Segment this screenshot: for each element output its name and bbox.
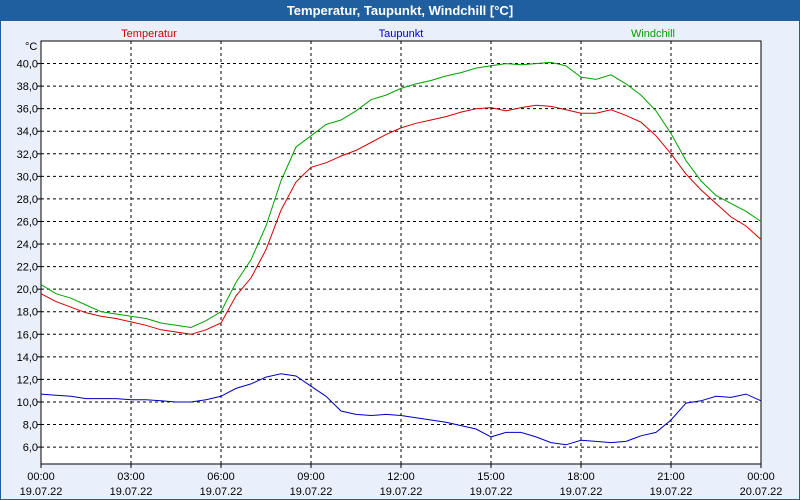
y-tick-label: 36,0	[17, 104, 38, 116]
legend-entry-temperatur: Temperatur	[121, 28, 177, 40]
x-tick-date-label: 19.07.22	[110, 486, 153, 498]
x-axis-ticks: 00:00 19.07.22 03:00 19.07.22 06:00 19.07.22 0…	[20, 464, 783, 498]
x-tick-time-label: 09:00	[297, 471, 325, 483]
y-tick-label: 40,0	[17, 59, 38, 71]
y-tick-label: 16,0	[17, 329, 38, 341]
x-tick-date-label: 20.07.22	[740, 486, 783, 498]
x-tick-time-label: 15:00	[477, 471, 505, 483]
y-tick-label: 28,0	[17, 194, 38, 206]
y-tick-label: 32,0	[17, 149, 38, 161]
series-line-taupunkt	[40, 373, 762, 446]
x-tick-date-label: 19.07.22	[290, 486, 333, 498]
y-tick-label: 12,0	[17, 374, 38, 386]
x-tick-time-label: 21:00	[657, 471, 685, 483]
series-line-windchill	[40, 61, 762, 329]
y-tick-label: 22,0	[17, 262, 38, 274]
y-tick-label: 34,0	[17, 126, 38, 138]
x-tick-date-label: 19.07.22	[200, 486, 243, 498]
grid-lines	[41, 41, 761, 464]
legend: Temperatur Taupunkt Windchill	[121, 28, 675, 40]
y-tick-label: 8,0	[23, 420, 38, 432]
x-tick-time-label: 00:00	[27, 471, 55, 483]
x-tick-date-label: 19.07.22	[20, 486, 63, 498]
legend-entry-taupunkt: Taupunkt	[379, 28, 424, 40]
y-axis-unit-label: °C	[25, 41, 37, 53]
x-tick-time-label: 03:00	[117, 471, 145, 483]
x-tick-time-label: 18:00	[567, 471, 595, 483]
series-lines	[40, 61, 762, 446]
chart-title: Temperatur, Taupunkt, Windchill [°C]	[1, 1, 799, 21]
x-tick-time-label: 12:00	[387, 471, 415, 483]
x-tick-date-label: 19.07.22	[380, 486, 423, 498]
y-tick-label: 14,0	[17, 352, 38, 364]
x-tick-date-label: 19.07.22	[650, 486, 693, 498]
x-tick-date-label: 19.07.22	[470, 486, 513, 498]
y-tick-label: 30,0	[17, 171, 38, 183]
y-tick-label: 38,0	[17, 81, 38, 93]
y-tick-label: 24,0	[17, 239, 38, 251]
y-tick-label: 6,0	[23, 442, 38, 454]
y-tick-label: 18,0	[17, 307, 38, 319]
y-tick-label: 10,0	[17, 397, 38, 409]
y-tick-label: 20,0	[17, 284, 38, 296]
y-axis-ticks: 6,0 8,0 10,0 12,0 14,0 16,0 18,0 20,0 22,0 24,0 26…	[17, 59, 41, 454]
x-tick-time-label: 00:00	[747, 471, 775, 483]
legend-entry-windchill: Windchill	[631, 28, 675, 40]
x-tick-date-label: 19.07.22	[560, 486, 603, 498]
series-line-temperatur	[40, 104, 762, 335]
x-tick-time-label: 06:00	[207, 471, 235, 483]
y-tick-label: 26,0	[17, 216, 38, 228]
